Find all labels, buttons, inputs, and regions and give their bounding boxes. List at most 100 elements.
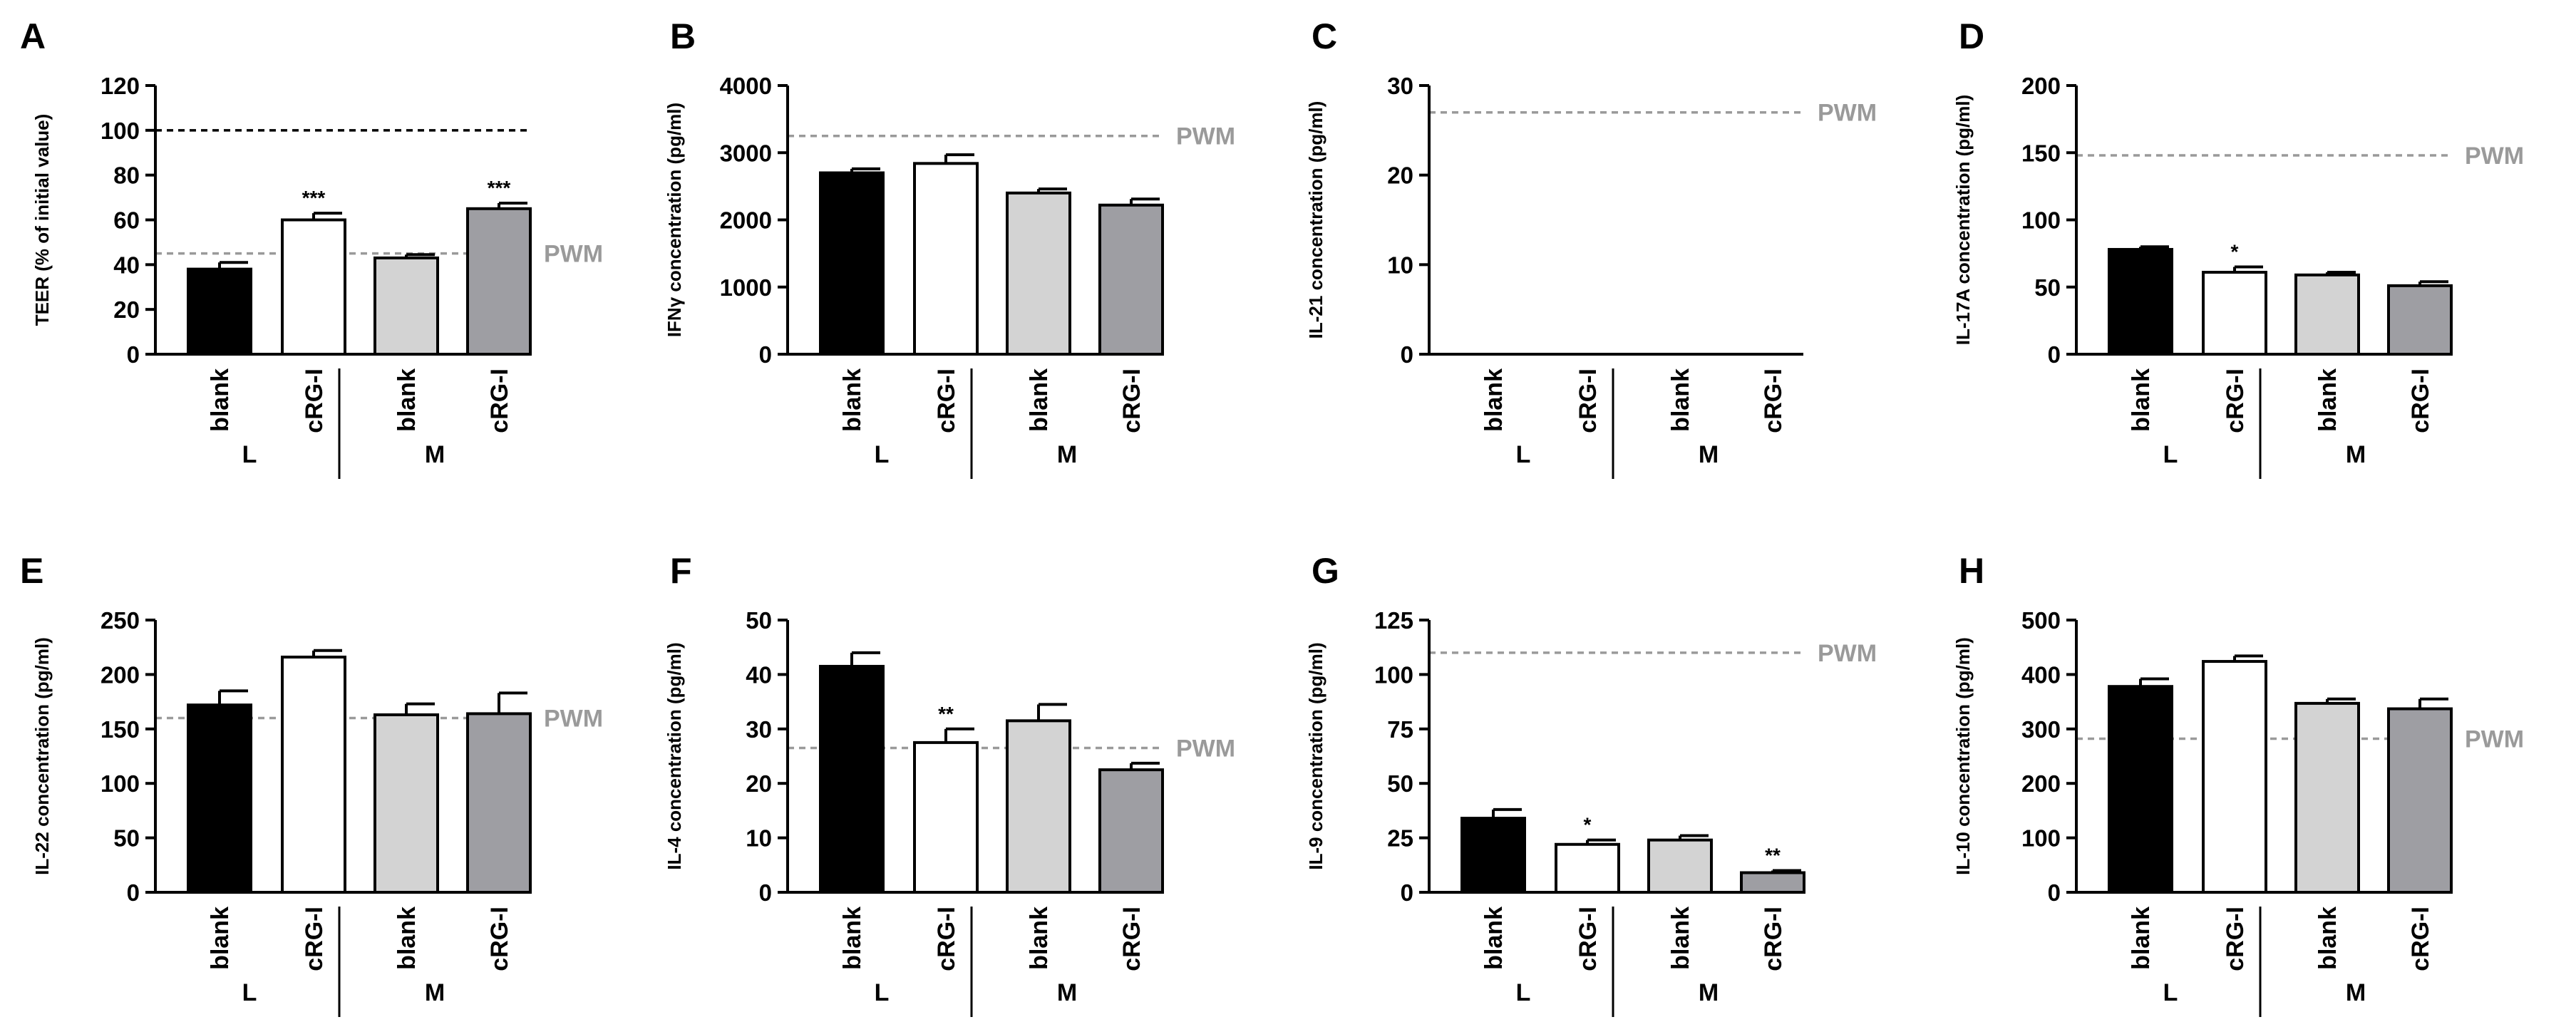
y-axis-label: IL-21 concentration (pg/ml) (1305, 101, 1326, 339)
bar (1740, 871, 1805, 894)
bar (2202, 271, 2267, 356)
y-tick-label: 20 (1387, 162, 1413, 189)
y-tick-label: 0 (759, 879, 772, 906)
group-label: L (1516, 441, 1531, 468)
pwm-label: PWM (544, 706, 603, 733)
y-tick-label: 30 (1387, 73, 1413, 99)
y-tick-label: 0 (1401, 879, 1413, 906)
bar (1555, 842, 1620, 894)
bar (2294, 273, 2360, 356)
y-tick-label: 500 (2021, 607, 2061, 634)
panel-c: C IL-21 concentration (pg/ml) PWM blank cRG-… (1305, 16, 1877, 479)
y-axis-label: IL-4 concentration (pg/ml) (664, 642, 685, 869)
pwm-label: PWM (2465, 143, 2524, 170)
y-axis-label: IL-9 concentration (pg/ml) (1305, 642, 1326, 869)
group-label: M (425, 441, 445, 468)
y-tick-label: 20 (746, 770, 772, 797)
panel-g: G IL-9 concentration (pg/ml) PWM blank * cRG-… (1305, 551, 1877, 1017)
category-label: cRG-I (1760, 907, 1787, 971)
y-axis-label: IL-10 concentration (pg/ml) (1952, 637, 1974, 875)
panel-e: E IL-22 concentration (pg/ml) PWM blank cRG-… (20, 551, 603, 1017)
group-label: M (1699, 441, 1719, 468)
bar (281, 218, 346, 356)
panel-letter: C (1312, 16, 1337, 56)
bar (466, 712, 532, 894)
group-label: M (425, 979, 445, 1006)
significance-marker: *** (488, 177, 511, 199)
category-label: blank (839, 907, 866, 970)
bar (187, 267, 252, 356)
panel-letter: G (1312, 551, 1339, 591)
group-label: M (1057, 979, 1077, 1006)
y-tick-label: 100 (101, 770, 140, 797)
panel-letter: B (670, 16, 696, 56)
bar (466, 207, 532, 356)
y-tick-label: 75 (1387, 716, 1413, 743)
y-tick-label: 0 (2048, 341, 2061, 368)
y-tick-label: 60 (113, 207, 140, 234)
bar (1098, 768, 1164, 894)
y-tick-label: 0 (2048, 879, 2061, 906)
significance-marker: ** (938, 703, 954, 725)
y-tick-label: 4000 (720, 73, 772, 99)
group-label: M (2346, 441, 2366, 468)
y-tick-label: 50 (1387, 770, 1413, 797)
category-label: blank (393, 368, 421, 432)
y-tick-label: 0 (1401, 341, 1413, 368)
y-tick-label: 150 (2021, 140, 2061, 166)
panel-letter: E (20, 551, 43, 591)
group-label: L (2163, 441, 2178, 468)
bar (819, 171, 885, 356)
category-label: cRG-I (2222, 368, 2249, 433)
y-tick-label: 40 (113, 252, 140, 278)
y-tick-label: 2000 (720, 207, 772, 234)
category-label: blank (1026, 368, 1053, 432)
y-tick-label: 300 (2021, 716, 2061, 743)
group-label: L (1516, 979, 1531, 1006)
group-label: M (1699, 979, 1719, 1006)
y-tick-label: 100 (1374, 661, 1413, 688)
panel-letter: F (670, 551, 692, 591)
bar (913, 740, 979, 894)
y-tick-label: 50 (113, 825, 140, 852)
y-tick-label: 10 (1387, 252, 1413, 278)
pwm-label: PWM (544, 241, 603, 268)
bar (1460, 817, 1526, 894)
category-label: cRG-I (1575, 907, 1602, 971)
y-tick-label: 100 (2021, 207, 2061, 234)
bar (1006, 719, 1071, 894)
panel-a: A TEER (% of initial value) PWM blank *** cRG… (20, 16, 603, 479)
bar (2387, 707, 2453, 894)
panel-h: H IL-10 concentration (pg/ml) PWM blank cRG-… (1952, 551, 2524, 1017)
significance-marker: * (2231, 240, 2239, 262)
y-tick-label: 0 (127, 879, 140, 906)
y-tick-label: 3000 (720, 140, 772, 166)
bar (373, 256, 439, 356)
y-tick-label: 0 (759, 341, 772, 368)
category-label: blank (1667, 907, 1694, 970)
y-tick-label: 100 (2021, 825, 2061, 852)
panel-d: D IL-17A concentration (pg/ml) PWM blank * cR… (1952, 16, 2524, 479)
panel-b: B IFNγ concentration (pg/ml) PWM blank cRG-I… (664, 16, 1235, 479)
y-tick-label: 50 (746, 607, 772, 634)
y-tick-label: 1000 (720, 274, 772, 301)
group-label: L (242, 441, 257, 468)
category-label: blank (839, 368, 866, 432)
y-axis-label: TEER (% of initial value) (31, 114, 53, 326)
category-label: cRG-I (2407, 368, 2434, 433)
group-label: M (1057, 441, 1077, 468)
y-tick-label: 120 (101, 73, 140, 99)
category-label: blank (2128, 907, 2155, 970)
category-label: cRG-I (933, 907, 960, 971)
bar (2387, 284, 2453, 356)
category-label: blank (207, 368, 234, 432)
bar (1098, 203, 1164, 356)
y-tick-label: 0 (127, 341, 140, 368)
y-tick-label: 20 (113, 296, 140, 323)
y-axis-label: IL-22 concentration (pg/ml) (31, 637, 53, 875)
y-tick-label: 400 (2021, 661, 2061, 688)
category-label: cRG-I (2222, 907, 2249, 971)
category-label: blank (2314, 907, 2341, 970)
pwm-label: PWM (1176, 123, 1235, 150)
bar (187, 703, 252, 894)
